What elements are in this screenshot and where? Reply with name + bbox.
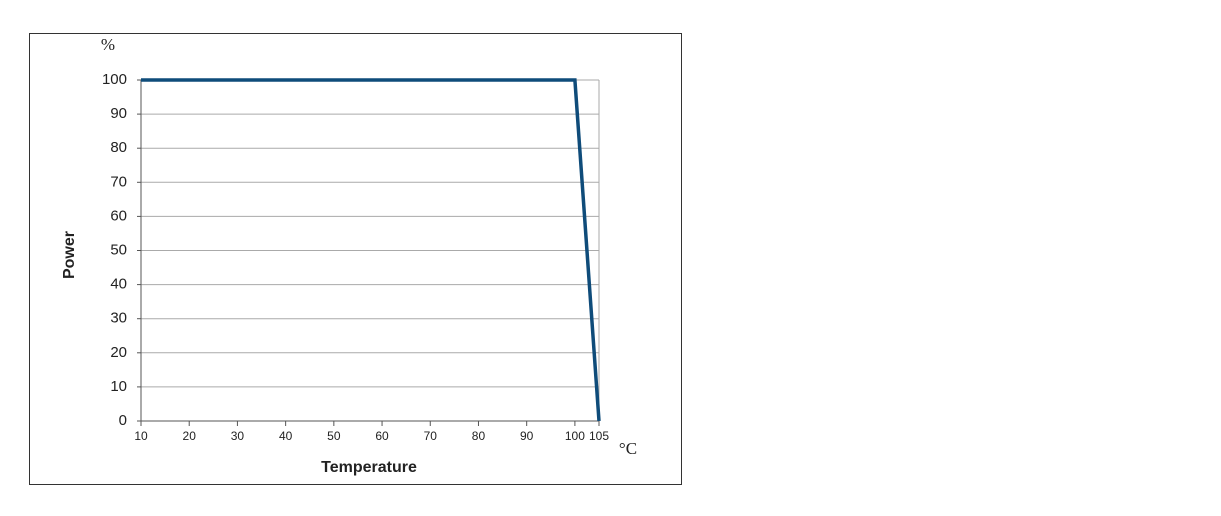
- y-tick-label: 10: [110, 378, 127, 395]
- x-tick-label: 40: [279, 429, 293, 443]
- y-tick-label: 60: [110, 207, 127, 224]
- y-tick-label: 20: [110, 344, 127, 361]
- x-tick-label: 60: [375, 429, 389, 443]
- x-tick-label: 50: [327, 429, 341, 443]
- y-tick-label: 100: [102, 71, 127, 88]
- x-tick-label: 100: [565, 429, 585, 443]
- frame: [29, 33, 682, 485]
- x-unit: °C: [619, 439, 637, 458]
- x-tick-label: 80: [472, 429, 486, 443]
- y-tick-label: 30: [110, 310, 127, 327]
- y-tick-label: 50: [110, 241, 127, 258]
- x-tick-label: 90: [520, 429, 534, 443]
- x-tick-label: 70: [424, 429, 438, 443]
- x-tick-label: 105: [589, 429, 609, 443]
- y-axis-title: Power: [61, 231, 78, 279]
- line: [141, 78, 601, 422]
- y-unit: %: [101, 35, 115, 54]
- x-tick-label: 10: [134, 429, 148, 443]
- x-tick-label: 30: [231, 429, 245, 443]
- x-axis-title: Temperature: [321, 459, 417, 476]
- y-tick-label: 0: [119, 412, 127, 429]
- x-tick-label: 20: [183, 429, 197, 443]
- y-tick-label: 90: [110, 105, 127, 122]
- y-tick-label: 80: [110, 139, 127, 156]
- y-tick-label: 40: [110, 276, 127, 293]
- y-tick-label: 70: [110, 173, 127, 190]
